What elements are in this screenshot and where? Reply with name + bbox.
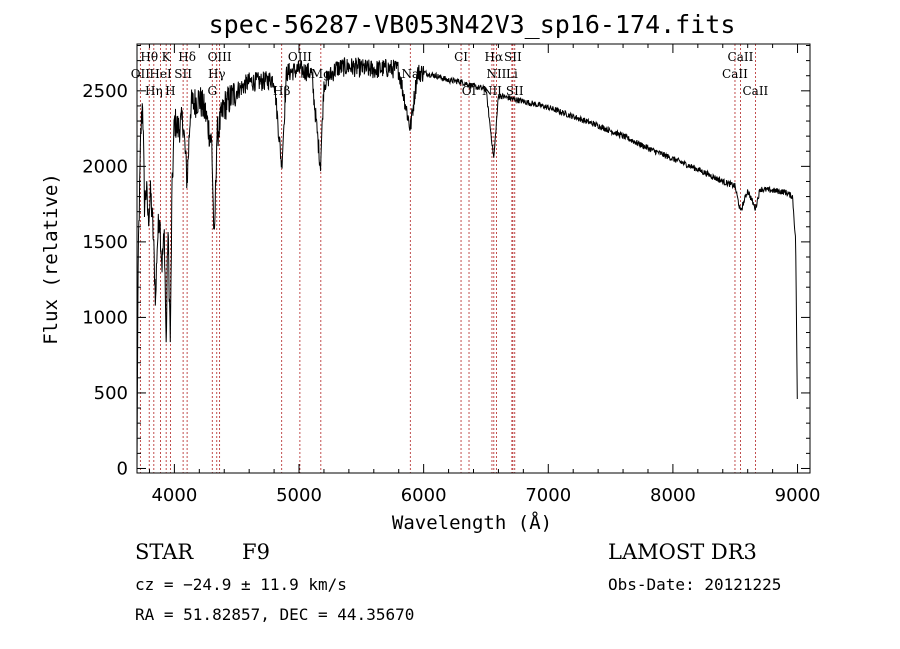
line-label-8: CaII — [728, 50, 754, 64]
y-axis-label: Flux (relative) — [40, 173, 62, 345]
object-subclass: F9 — [242, 540, 270, 564]
y-tick-label: 500 — [94, 383, 128, 404]
line-label-20: G — [207, 84, 217, 98]
x-tick-label: 6000 — [401, 485, 447, 506]
y-tick-label: 2500 — [82, 81, 128, 102]
line-label-5: CI — [454, 50, 468, 64]
line-label-9: OII — [131, 67, 151, 81]
line-label-25: CaII — [742, 84, 768, 98]
spectral-line-markers — [139, 44, 756, 473]
x-tick-label: 5000 — [276, 485, 322, 506]
line-label-2: Hδ — [178, 50, 196, 64]
line-label-11: SII — [174, 67, 192, 81]
line-label-15: NII — [486, 67, 506, 81]
x-axis-label: Wavelength (Å) — [392, 511, 552, 534]
y-tick-label: 1000 — [82, 307, 128, 328]
line-label-14: Na — [401, 67, 419, 81]
y-tick-label: 2000 — [82, 156, 128, 177]
line-label-1: K — [162, 50, 172, 64]
x-tick-label: 7000 — [525, 485, 571, 506]
line-label-16: Li — [506, 67, 518, 81]
y-axis-ticks: 0 500 1000 1500 2000 2500 — [82, 45, 810, 479]
line-label-10: HeI — [149, 67, 172, 81]
x-tick-label: 9000 — [775, 485, 821, 506]
y-tick-label: 1500 — [82, 232, 128, 253]
line-label-6: Hα — [485, 50, 504, 64]
x-tick-label: 8000 — [650, 485, 696, 506]
line-label-17: CaII — [722, 67, 748, 81]
plot-frame — [136, 43, 811, 474]
line-label-18: Hη — [145, 84, 163, 98]
line-label-0: Hθ — [140, 50, 158, 64]
x-tick-label: 4000 — [151, 485, 197, 506]
line-label-12: Hγ — [208, 67, 226, 81]
chart-title: spec-56287-VB053N42V3_sp16-174.fits — [209, 10, 736, 39]
line-label-3: OIII — [208, 50, 232, 64]
ra-dec: RA = 51.82857, DEC = 44.35670 — [135, 605, 414, 624]
y-tick-label: 0 — [117, 458, 128, 479]
redshift-cz: cz = −24.9 ± 11.9 km/s — [135, 575, 347, 594]
object-class: STAR — [135, 540, 194, 564]
line-label-22: OI — [462, 84, 477, 98]
survey-name: LAMOST DR3 — [608, 540, 757, 564]
observation-date: Obs-Date: 20121225 — [608, 575, 781, 594]
line-label-7: SII — [504, 50, 522, 64]
line-label-19: H — [165, 84, 175, 98]
line-label-24: SII — [506, 84, 524, 98]
spectrum-line — [136, 56, 798, 469]
x-axis-ticks: 4000 5000 6000 7000 8000 9000 — [148, 44, 821, 506]
line-label-4: OIII — [288, 50, 312, 64]
